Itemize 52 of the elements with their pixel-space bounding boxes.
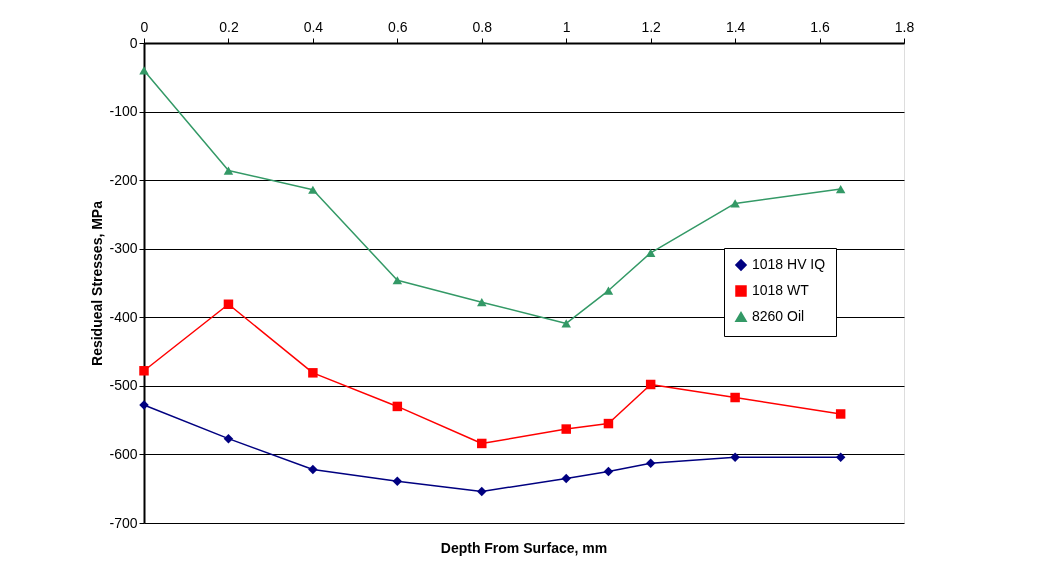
- y-tick-label: -600: [109, 445, 138, 462]
- x-tick-label: 1.4: [725, 18, 746, 35]
- point: [139, 66, 149, 75]
- x-tick-label: 1.8: [894, 18, 915, 35]
- point: [603, 418, 614, 429]
- legend-label: 8260 Oil: [752, 308, 805, 324]
- y-tick-label: 0: [129, 34, 138, 51]
- point: [223, 166, 234, 175]
- point: [223, 433, 234, 444]
- point: [561, 319, 571, 328]
- x-tick-label: 0.2: [219, 18, 239, 35]
- x-tick-label: 1: [562, 18, 571, 35]
- point: [392, 276, 403, 285]
- point: [308, 185, 318, 194]
- point: [561, 473, 571, 484]
- x-tick-label: 0.6: [388, 18, 408, 35]
- point: [603, 466, 614, 477]
- point: [835, 452, 846, 462]
- y-axis-title: Residueal Stresses, MPa: [89, 200, 106, 366]
- y-tick-label: -100: [109, 103, 138, 120]
- point: [223, 299, 234, 309]
- point: [645, 248, 656, 257]
- y-tick-label: -200: [109, 171, 138, 188]
- point: [603, 286, 614, 295]
- point: [392, 476, 403, 486]
- point: [308, 464, 318, 475]
- point: [645, 379, 656, 390]
- point: [561, 424, 571, 434]
- point: [392, 401, 403, 412]
- x-tick-label: 0.4: [303, 18, 324, 35]
- legend-label: 1018 WT: [752, 282, 810, 298]
- point: [308, 368, 318, 378]
- legend-label: 1018 HV IQ: [752, 256, 826, 272]
- y-tick-label: -400: [109, 308, 138, 325]
- x-tick-label: 0.8: [472, 18, 493, 35]
- point: [835, 184, 846, 194]
- x-tick-label: 1.6: [810, 18, 830, 35]
- point: [645, 458, 656, 469]
- point: [477, 438, 487, 449]
- y-tick-label: -500: [109, 377, 138, 394]
- point: [835, 409, 846, 419]
- x-tick-label: 0: [140, 18, 149, 35]
- y-tick-label: -700: [109, 514, 138, 531]
- point: [477, 298, 487, 307]
- point: [730, 392, 740, 403]
- point: [730, 199, 740, 208]
- point: [477, 486, 487, 497]
- y-tick-label: -300: [109, 240, 138, 257]
- x-axis-title: Depth From Surface, mm: [440, 540, 608, 556]
- point: [139, 366, 149, 376]
- point: [730, 452, 740, 462]
- x-tick-label: 1.2: [641, 18, 662, 35]
